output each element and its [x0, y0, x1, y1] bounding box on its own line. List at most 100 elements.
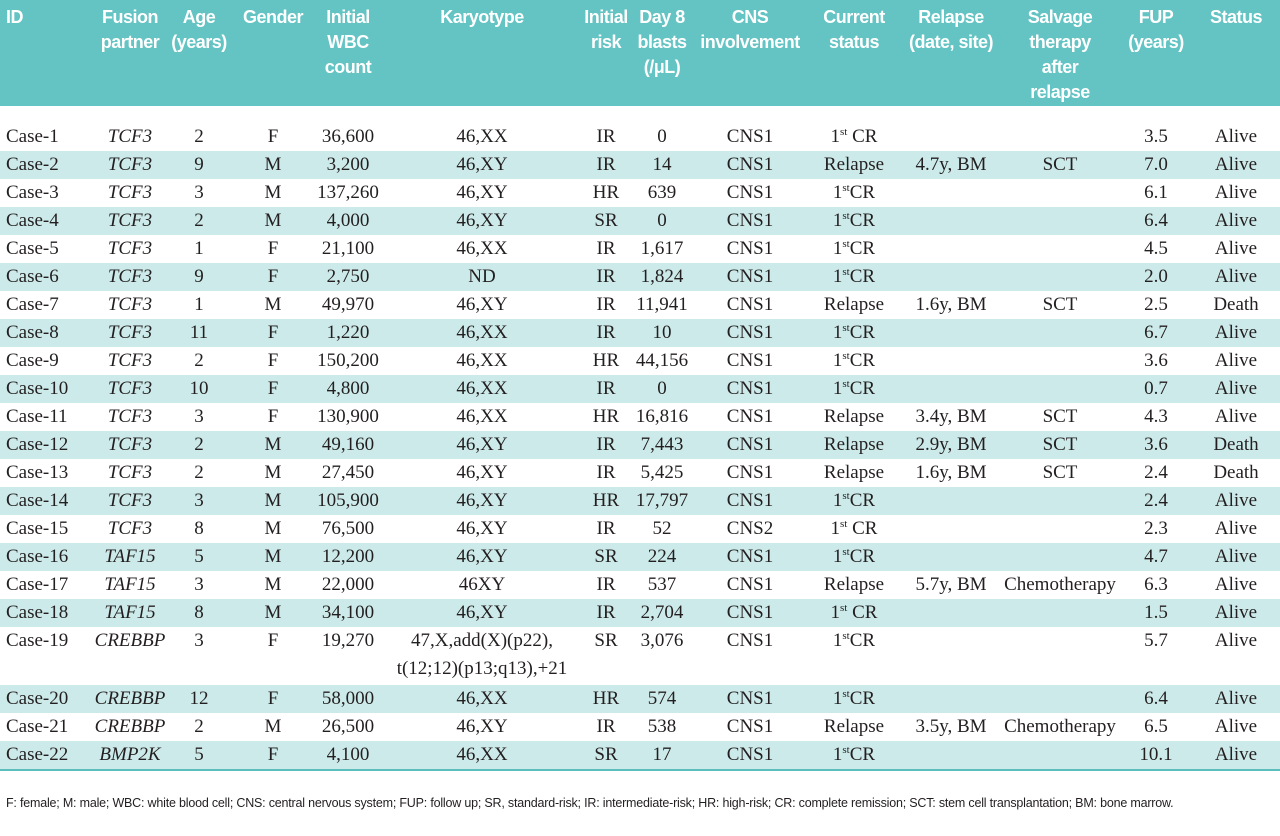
current-status-ordinal: st [842, 322, 850, 334]
cell-wbc: 34,100 [314, 599, 382, 627]
cell-fup: 6.4 [1120, 207, 1192, 235]
cell-cns-involvement: CNS1 [694, 741, 806, 771]
cell-initial-risk: HR [592, 406, 620, 427]
cell-id: Case-6 [0, 263, 94, 291]
cell-cns-involvement: CNS1 [726, 182, 774, 203]
cell-karyotype: 46,XX [382, 685, 582, 713]
current-status-main: 1 [832, 378, 843, 399]
current-status-ordinal: st [842, 378, 850, 390]
current-status-rest: CR [849, 350, 876, 371]
cell-status: Alive [1214, 238, 1258, 259]
karyotype-line: 46,XX [456, 238, 508, 259]
table-row: Case-2 TCF3 9 M 3,200 46,XY IR 14 CNS1 Relapse 4.7… [0, 151, 1280, 179]
cell-wbc: 12,200 [314, 543, 382, 571]
cell-wbc: 21,100 [321, 238, 375, 259]
cell-cns-involvement: CNS1 [694, 431, 806, 459]
cell-relapse [902, 179, 1000, 207]
table-row: Case-15 TCF3 8 M 76,500 46,XY IR 52 CNS2 1st CR 2.… [0, 515, 1280, 543]
cell-initial-risk: IR [596, 126, 616, 147]
cell-fup: 4.7 [1120, 543, 1192, 571]
cell-salvage-therapy: SCT [1000, 151, 1120, 179]
karyotype-line: 46,XY [456, 518, 508, 539]
karyotype-line: t(12;12)(p13;q13),+21 [396, 658, 568, 679]
cell-status: Alive [1192, 319, 1280, 347]
cell-age: 8 [166, 599, 232, 627]
column-header-risk: Initial risk [582, 0, 630, 106]
current-status-main: 1 [830, 602, 841, 623]
cell-current-status: Relapse [806, 403, 902, 431]
cell-initial-risk: HR [582, 487, 630, 515]
column-header-line: CNS [731, 7, 769, 27]
cell-status: Death [1213, 294, 1259, 315]
column-header-line: (years) [171, 32, 227, 52]
cell-day8-blasts: 17 [630, 741, 694, 771]
table-row: Case-18 TAF15 8 M 34,100 46,XY IR 2,704 CNS1 1st … [0, 599, 1280, 627]
column-header-current: Current status [806, 0, 902, 106]
cell-id: Case-10 [0, 375, 94, 403]
current-status-main: 1 [832, 266, 843, 287]
cell-id: Case-17 [6, 574, 69, 595]
cell-status: Alive [1192, 685, 1280, 713]
column-header-line: count [324, 57, 372, 77]
cell-id: Case-18 [0, 599, 94, 627]
cell-salvage-therapy [1000, 375, 1120, 403]
karyotype-line: 46,XX [456, 322, 508, 343]
current-status-main: 1 [832, 688, 843, 709]
column-header-line: Relapse [918, 7, 984, 27]
cell-id: Case-1 [6, 126, 59, 147]
current-status-main: 1 [832, 630, 843, 651]
current-status-rest: CR [849, 688, 876, 709]
cell-fup: 2.4 [1120, 487, 1192, 515]
table-row: Case-21 CREBBP 2 M 26,500 46,XY IR 538 CNS1 Relap… [0, 713, 1280, 741]
cell-id: Case-11 [6, 406, 68, 427]
table-row: Case-16 TAF15 5 M 12,200 46,XY SR 224 CNS1 1stCR 4… [0, 543, 1280, 571]
cell-karyotype: ND [382, 263, 582, 291]
cell-wbc: 26,500 [321, 716, 375, 737]
cell-day8-blasts: 537 [647, 574, 677, 595]
cell-day8-blasts: 574 [630, 685, 694, 713]
karyotype-line: 46,XX [456, 126, 508, 147]
cell-initial-risk: IR [596, 518, 616, 539]
cell-day8-blasts: 1,824 [630, 263, 694, 291]
column-header-salvage: Salvage therapy after relapse [1000, 0, 1120, 106]
cell-fusion-partner: TCF3 [94, 263, 166, 291]
cell-current-status: 1stCR [806, 487, 902, 515]
cell-gender: M [232, 543, 314, 571]
cell-karyotype: 46,XY [382, 431, 582, 459]
current-status-main: 1 [832, 238, 843, 259]
karyotype-line: 46,XX [456, 350, 508, 371]
cell-fusion-partner: TCF3 [107, 126, 153, 147]
cell-day8-blasts: 2,704 [630, 599, 694, 627]
cell-status: Death [1213, 462, 1259, 483]
cell-salvage-therapy [1000, 487, 1120, 515]
column-header-line: ID [6, 7, 24, 27]
karyotype-line: 46,XY [456, 182, 508, 203]
cell-karyotype: 46,XY [382, 543, 582, 571]
cell-fusion-partner: TCF3 [107, 518, 153, 539]
cell-age: 9 [166, 263, 232, 291]
cell-cns-involvement: CNS1 [726, 630, 774, 651]
cell-id: Case-19 [6, 630, 69, 651]
cell-id: Case-7 [6, 294, 59, 315]
table-row: Case-10 TCF3 10 F 4,800 46,XX IR 0 CNS1 1stCR 0.7 A… [0, 375, 1280, 403]
current-status-rest: CR [849, 378, 876, 399]
cell-current-status: 1stCR [806, 207, 902, 235]
cell-current-status: Relapse [806, 571, 902, 599]
cell-gender: M [232, 599, 314, 627]
column-header-line: Initial [584, 7, 628, 27]
current-status-ordinal: st [842, 238, 850, 250]
cell-age: 2 [166, 431, 232, 459]
cell-id: Case-14 [0, 487, 94, 515]
cell-salvage-therapy [1000, 235, 1120, 263]
cell-gender: M [264, 574, 282, 595]
cell-gender: F [232, 375, 314, 403]
cell-karyotype: 46,XY [382, 713, 582, 741]
cell-karyotype: 46,XX [382, 319, 582, 347]
cell-age: 1 [194, 238, 204, 259]
cell-fup: 3.6 [1144, 350, 1168, 371]
cell-fup: 2.4 [1144, 462, 1168, 483]
cell-cns-involvement: CNS1 [726, 462, 774, 483]
current-status-main: Relapse [823, 294, 885, 315]
cell-fusion-partner: TCF3 [94, 431, 166, 459]
clinical-table-container: ID Fusion partner Age (years) Gender Initial WB… [0, 0, 1280, 810]
